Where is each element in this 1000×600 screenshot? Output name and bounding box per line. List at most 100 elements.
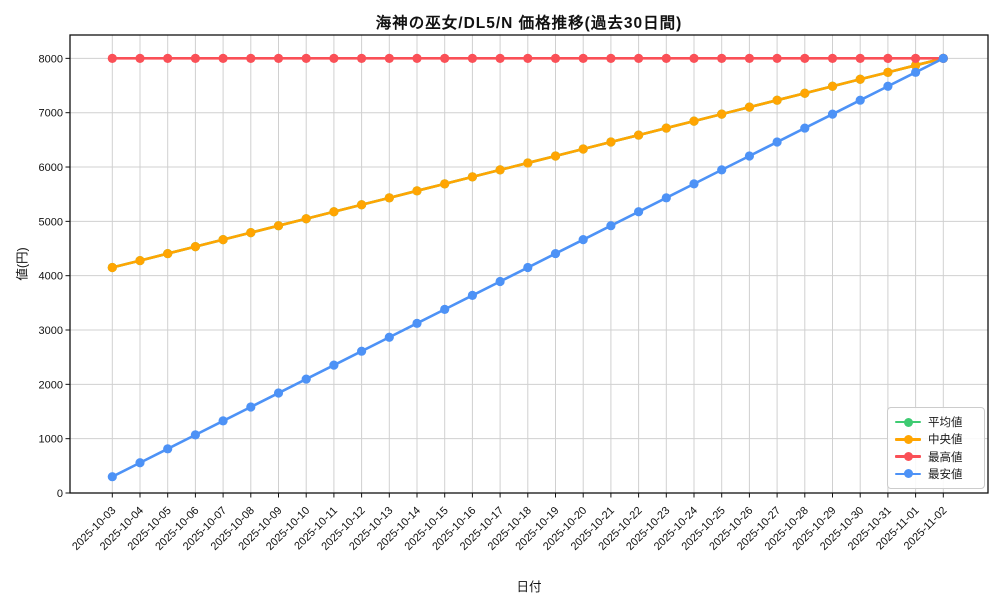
- y-tick-label: 1000: [39, 434, 63, 446]
- data-point: [163, 444, 173, 454]
- data-point: [717, 53, 727, 63]
- data-point: [467, 172, 477, 182]
- data-point: [661, 53, 671, 63]
- data-point: [329, 360, 339, 370]
- y-tick-label: 2000: [39, 379, 63, 391]
- data-point: [301, 53, 311, 63]
- legend-label-min: 最安値: [928, 468, 963, 481]
- data-point: [495, 165, 505, 175]
- legend-label-max: 最高値: [928, 451, 963, 464]
- data-point: [440, 304, 450, 314]
- y-tick-label: 4000: [39, 271, 63, 283]
- data-point: [495, 53, 505, 63]
- data-point: [606, 53, 616, 63]
- data-point: [246, 53, 256, 63]
- data-point: [827, 53, 838, 63]
- data-point: [107, 262, 117, 273]
- legend-marker-median-icon: [895, 433, 921, 445]
- data-point: [135, 255, 145, 266]
- chart-title: 海神の巫女/DL5/N 価格推移(過去30日間): [375, 15, 683, 32]
- data-point: [440, 179, 450, 189]
- data-point: [246, 402, 256, 412]
- data-point: [412, 318, 422, 328]
- data-point: [301, 374, 311, 384]
- axis-ticks: [65, 57, 944, 498]
- legend: 平均値 中央値 最高値 最安値: [887, 407, 985, 489]
- y-tick-label: 6000: [39, 162, 63, 174]
- data-point: [689, 179, 699, 189]
- data-point: [800, 123, 810, 133]
- data-point: [550, 53, 561, 63]
- data-point: [578, 235, 588, 245]
- data-point: [218, 416, 228, 426]
- data-point: [717, 165, 727, 175]
- series-min: [107, 53, 948, 482]
- data-point: [135, 458, 145, 468]
- data-point: [523, 158, 533, 168]
- data-point: [467, 53, 477, 63]
- data-point: [634, 207, 644, 217]
- data-point: [190, 430, 200, 440]
- data-point: [301, 214, 311, 224]
- legend-marker-max-icon: [895, 451, 921, 463]
- data-point: [827, 109, 838, 119]
- legend-marker-average-icon: [895, 416, 921, 428]
- data-point: [661, 123, 671, 133]
- data-point: [523, 53, 533, 63]
- legend-label-median: 中央値: [928, 434, 963, 447]
- y-tick-labels: 0 1000 2000 3000 4000 5000 6000 7000 8000: [39, 53, 63, 500]
- data-point: [772, 95, 782, 105]
- data-point: [744, 53, 755, 63]
- data-point: [634, 53, 644, 63]
- data-point: [744, 102, 755, 112]
- data-point: [827, 81, 838, 91]
- data-point: [578, 53, 588, 63]
- data-point: [911, 60, 921, 70]
- data-point: [800, 88, 810, 98]
- data-point: [550, 248, 561, 259]
- data-point: [357, 346, 367, 356]
- y-tick-label: 0: [57, 488, 63, 500]
- x-tick-labels: 2025-10-032025-10-042025-10-052025-10-06…: [70, 505, 949, 553]
- data-point: [329, 207, 339, 217]
- legend-item-max: 最高値: [895, 449, 978, 465]
- series-max: [107, 53, 948, 63]
- data-point: [855, 74, 865, 84]
- legend-label-average: 平均値: [928, 417, 963, 429]
- data-point: [107, 53, 117, 63]
- data-point: [883, 81, 893, 91]
- data-point: [273, 53, 284, 63]
- data-point: [218, 235, 228, 245]
- data-point: [606, 137, 616, 147]
- data-point: [467, 290, 477, 301]
- data-point: [717, 109, 727, 119]
- data-point: [634, 130, 644, 140]
- data-point: [883, 67, 893, 77]
- data-point: [384, 193, 394, 203]
- data-point: [772, 53, 782, 63]
- plot-border: [69, 34, 989, 494]
- data-point: [163, 248, 173, 259]
- data-point: [578, 144, 588, 154]
- data-point: [412, 53, 422, 63]
- data-point: [855, 53, 865, 63]
- data-point: [550, 151, 561, 161]
- data-point: [800, 53, 810, 63]
- data-point: [384, 332, 394, 342]
- data-point: [329, 53, 339, 63]
- data-point: [495, 276, 505, 287]
- y-tick-label: 5000: [39, 216, 63, 228]
- data-point: [384, 53, 394, 63]
- legend-item-median: 中央値: [895, 431, 978, 447]
- series-median: [107, 53, 948, 273]
- data-point: [273, 388, 284, 398]
- data-point: [246, 228, 256, 238]
- data-point: [689, 116, 699, 126]
- data-point: [107, 472, 117, 482]
- data-point: [883, 53, 893, 63]
- data-point: [689, 53, 699, 63]
- data-point: [357, 200, 367, 210]
- data-point: [744, 151, 755, 161]
- data-point: [190, 53, 200, 63]
